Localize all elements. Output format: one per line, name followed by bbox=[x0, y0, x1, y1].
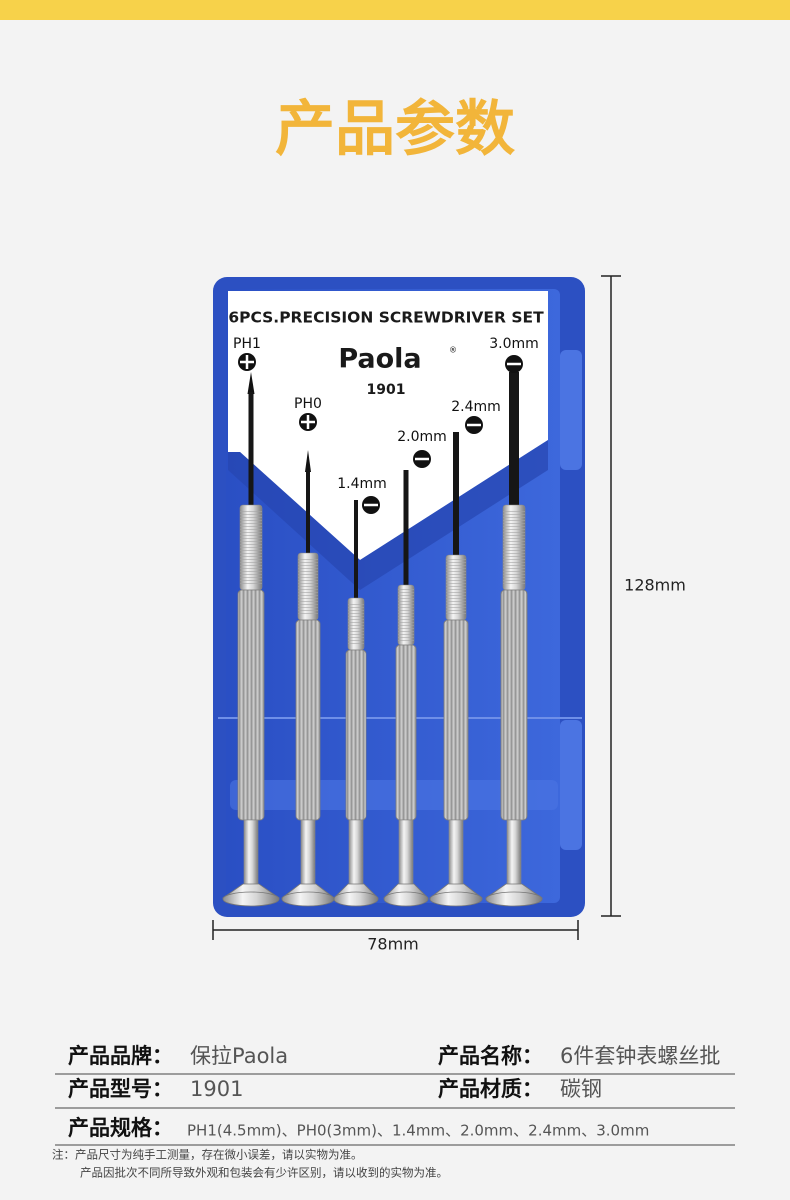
tip-label: 2.0mm bbox=[397, 429, 447, 445]
cap-top bbox=[333, 891, 379, 907]
shaft-black bbox=[509, 372, 519, 510]
cap-top bbox=[281, 891, 335, 907]
width-label: 78mm bbox=[367, 935, 419, 954]
spec-label: 产品材质： bbox=[438, 1077, 543, 1101]
note: 产品因批次不同所导致外观和包装会有少许区别，请以收到的实物为准。 bbox=[80, 1166, 448, 1180]
shaft-black bbox=[248, 392, 254, 510]
cap-top bbox=[222, 891, 280, 907]
handle bbox=[237, 589, 265, 821]
neck bbox=[398, 819, 414, 889]
top-strip bbox=[0, 0, 790, 20]
tip-label: 3.0mm bbox=[489, 336, 539, 352]
neck bbox=[348, 819, 364, 889]
handle bbox=[443, 619, 469, 821]
neck bbox=[243, 819, 259, 889]
spec-value: 保拉Paola bbox=[190, 1044, 288, 1068]
page-title: 产品参数 bbox=[275, 95, 515, 165]
spec-label: 产品规格： bbox=[68, 1116, 173, 1140]
brand: Paola bbox=[338, 344, 421, 375]
handle bbox=[500, 589, 528, 821]
box-title: 6PCS.PRECISION SCREWDRIVER SET bbox=[228, 309, 544, 327]
dimension-lines bbox=[212, 275, 621, 940]
collar-knurl bbox=[240, 509, 262, 586]
spec-label: 产品名称： bbox=[438, 1044, 543, 1068]
spec-value: 6件套钟表螺丝批 bbox=[560, 1044, 720, 1068]
tip-label: PH1 bbox=[233, 336, 261, 352]
collar-knurl bbox=[348, 602, 364, 646]
shaft-black bbox=[453, 432, 459, 560]
spec-value: PH1(4.5mm)、PH0(3mm)、1.4mm、2.0mm、2.4mm、3.… bbox=[187, 1122, 649, 1140]
tip-label: 2.4mm bbox=[451, 399, 501, 415]
collar-knurl bbox=[446, 559, 466, 616]
brand-mark: ® bbox=[449, 346, 457, 355]
spec-value: 1901 bbox=[190, 1077, 243, 1101]
neck bbox=[506, 819, 522, 889]
height-label: 128mm bbox=[624, 576, 686, 595]
note: 注：产品尺寸为纯手工测量，存在微小误差，请以实物为准。 bbox=[52, 1148, 363, 1162]
neck bbox=[448, 819, 464, 889]
bit-tip bbox=[247, 372, 255, 394]
card-shadow bbox=[228, 440, 548, 590]
bit-tip bbox=[305, 450, 311, 472]
handle bbox=[345, 649, 367, 821]
product-box: 6PCS.PRECISION SCREWDRIVER SET Paola ® 1… bbox=[213, 277, 585, 917]
handle bbox=[395, 644, 417, 821]
spec-value: 碳钢 bbox=[560, 1077, 602, 1101]
latch bbox=[560, 350, 582, 470]
model: 1901 bbox=[367, 382, 406, 398]
shaft-black bbox=[306, 470, 310, 558]
tip-label: 1.4mm bbox=[337, 476, 387, 492]
shaft-black bbox=[354, 500, 358, 603]
collar-knurl bbox=[298, 557, 318, 616]
tip-label: PH0 bbox=[294, 396, 322, 412]
handle bbox=[295, 619, 321, 821]
cap-top bbox=[429, 891, 483, 907]
spec-label: 产品型号： bbox=[68, 1077, 173, 1101]
neck bbox=[300, 819, 316, 889]
cap-top bbox=[485, 891, 543, 907]
latch bbox=[560, 720, 582, 850]
spec-label: 产品品牌： bbox=[68, 1044, 173, 1068]
shaft-black bbox=[403, 470, 409, 590]
collar-knurl bbox=[398, 589, 414, 641]
cap-top bbox=[383, 891, 429, 907]
collar-knurl bbox=[503, 509, 525, 586]
